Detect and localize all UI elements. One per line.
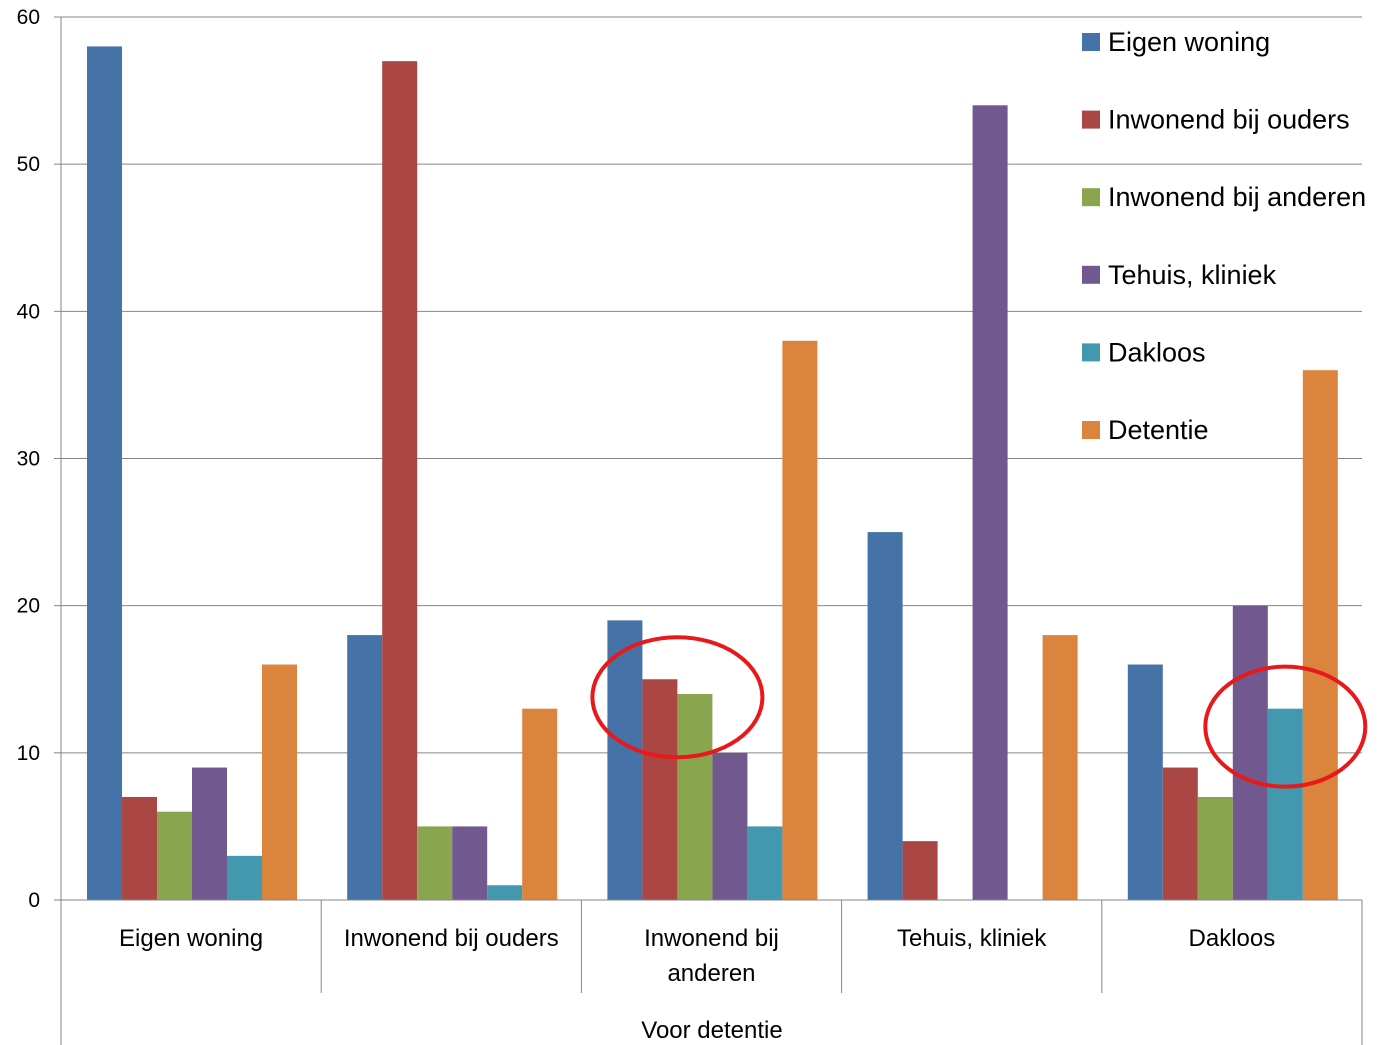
group-axis-label: Voor detentie	[641, 1017, 782, 1044]
y-axis-ticks: 0 10 20 30 40 50 60	[17, 6, 61, 912]
bar	[192, 767, 227, 900]
y-tick-label: 40	[17, 300, 40, 323]
bar	[452, 826, 488, 900]
highlight-circle	[1203, 664, 1368, 789]
bar	[1232, 605, 1268, 900]
legend-swatch	[1082, 33, 1100, 51]
bars	[87, 46, 1338, 901]
bar	[677, 693, 713, 900]
y-tick-label: 50	[17, 153, 40, 176]
highlight-circle	[590, 635, 765, 760]
bar	[1042, 635, 1078, 900]
legend-label: Tehuis, kliniek	[1108, 260, 1277, 290]
legend-swatch	[1082, 110, 1100, 129]
bar	[902, 841, 938, 900]
legend-swatch	[1082, 188, 1100, 207]
x-category-label: Eigen woning	[119, 925, 263, 952]
bar	[972, 105, 1008, 901]
annotations	[590, 635, 1368, 789]
y-tick-label: 30	[17, 448, 40, 471]
y-tick-label: 60	[17, 6, 40, 29]
x-category-label: Inwonend bij ouders	[344, 925, 559, 952]
bar	[1267, 708, 1303, 900]
bar	[157, 811, 192, 900]
legend-label: Dakloos	[1108, 337, 1206, 367]
legend: Eigen woning Inwonend bij ouders Inwonend …	[1082, 27, 1366, 445]
bar	[747, 826, 783, 900]
x-category-label: Inwonend bij	[644, 925, 779, 952]
bar	[1162, 767, 1198, 900]
bar	[487, 885, 523, 900]
bar	[417, 826, 453, 900]
bar	[867, 532, 903, 900]
legend-label: Inwonend bij anderen	[1108, 182, 1366, 212]
bar	[1197, 796, 1233, 900]
x-category-label: Tehuis, kliniek	[897, 925, 1047, 952]
x-axis-categories: Eigen woning Inwonend bij ouders Inwonend …	[119, 925, 1275, 987]
bar	[262, 664, 297, 900]
legend-label: Inwonend bij ouders	[1108, 105, 1350, 135]
bar	[122, 796, 157, 900]
bar	[712, 752, 748, 900]
legend-swatch	[1082, 343, 1100, 362]
bar	[522, 708, 558, 900]
bar	[1302, 370, 1338, 900]
bar	[782, 340, 818, 900]
legend-swatch	[1082, 265, 1100, 284]
y-tick-label: 0	[28, 889, 40, 912]
bar	[642, 679, 678, 900]
x-category-label: anderen	[667, 960, 755, 987]
legend-swatch	[1082, 421, 1100, 439]
bar	[347, 635, 383, 900]
bar	[382, 61, 418, 900]
y-tick-label: 10	[17, 742, 40, 765]
bar	[227, 855, 262, 900]
legend-label: Detentie	[1108, 415, 1209, 445]
x-category-label: Dakloos	[1189, 925, 1276, 952]
y-tick-label: 20	[17, 595, 40, 618]
legend-label: Eigen woning	[1108, 27, 1270, 57]
bar	[87, 46, 122, 900]
bar	[607, 620, 643, 900]
bar	[1127, 664, 1163, 900]
axes	[60, 17, 1363, 1045]
